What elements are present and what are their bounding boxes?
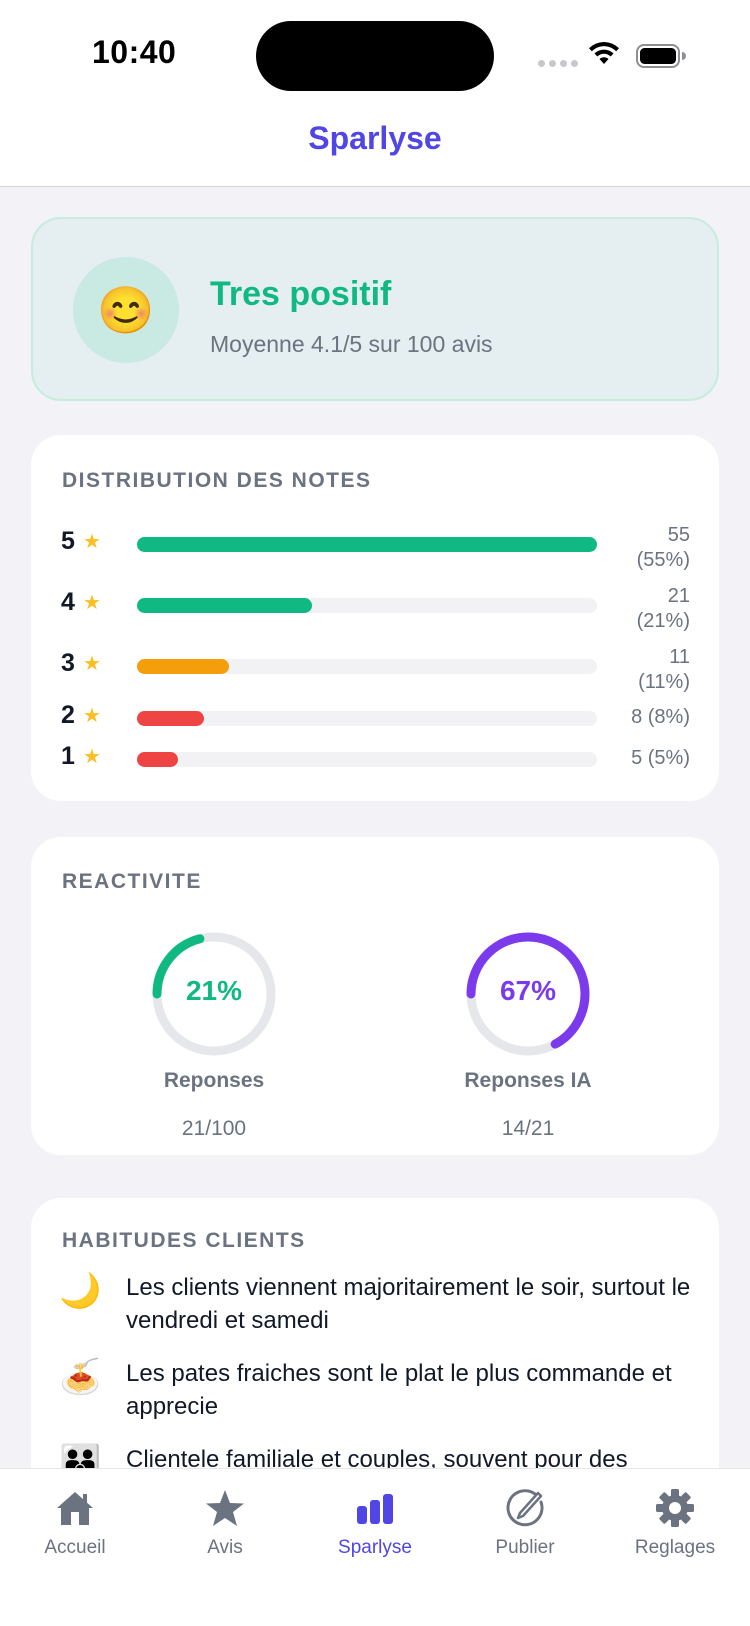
rating-value: 4 [61, 588, 75, 616]
rating-count-percent: (55%) [636, 549, 690, 571]
wifi-icon [589, 42, 619, 64]
rating-row-2: 2 ★ 8 (8%) [31, 697, 719, 737]
rating-count: 55 (55%) [600, 523, 690, 573]
star-icon: ★ [83, 653, 101, 675]
rating-bar-track [137, 752, 597, 767]
rating-count-number: 55 [667, 524, 690, 546]
signal-dots-icon [538, 60, 578, 67]
rating-count: 11 (11%) [600, 645, 690, 695]
rating-count-number: 11 [669, 646, 690, 668]
gear-icon [655, 1487, 695, 1529]
rating-bar-fill [137, 711, 204, 726]
rating-value: 3 [61, 649, 75, 677]
ai-responses-progress-ring [466, 932, 590, 1056]
rating-bar-track [137, 537, 597, 552]
tab-label: Avis [207, 1537, 243, 1558]
customer-habits-card: HABITUDES CLIENTS 🌙 Les clients viennent… [31, 1198, 719, 1468]
sentiment-emoji: 😊 [97, 283, 155, 336]
reactivity-card: REACTIVITE 21% Reponses 21/100 67% Repon… [31, 837, 719, 1155]
rating-count: 8 (8%) [631, 706, 690, 728]
responses-percent: 21% [185, 975, 243, 1006]
responses-progress-ring [152, 932, 276, 1056]
star-icon: ★ [83, 705, 101, 727]
home-icon [55, 1487, 95, 1529]
rating-distribution-card: DISTRIBUTION DES NOTES 5 ★ 55 (55%) 4 ★ … [31, 435, 719, 801]
star-icon: ★ [83, 592, 101, 614]
card-title: DISTRIBUTION DES NOTES [62, 469, 372, 492]
habit-text: Les clients viennent majoritairement le … [126, 1274, 691, 1334]
star-icon: ★ [83, 746, 101, 768]
family-icon: 👪 [59, 1444, 102, 1468]
rating-count: 5 (5%) [631, 747, 690, 769]
tab-label: Publier [495, 1537, 555, 1558]
ai-responses-count: 14/21 [501, 1117, 555, 1140]
rating-count-number: 21 [667, 585, 690, 607]
tab-label: Accueil [44, 1537, 106, 1558]
rating-bar-track [137, 711, 597, 726]
rating-count-percent: (11%) [638, 671, 690, 693]
battery-icon [636, 44, 686, 68]
star-icon [205, 1487, 245, 1529]
nav-header: Sparlyse [0, 100, 750, 187]
tab-accueil[interactable]: Accueil [0, 1469, 150, 1569]
rating-count: 21 (21%) [600, 584, 690, 634]
star-icon: ★ [83, 531, 101, 553]
spaghetti-icon: 🍝 [59, 1358, 102, 1396]
tab-label: Sparlyse [338, 1537, 412, 1558]
compose-icon [505, 1487, 545, 1529]
card-title: HABITUDES CLIENTS [62, 1229, 306, 1252]
rating-bar-track [137, 598, 597, 613]
responses-count: 21/100 [181, 1117, 247, 1140]
rating-bar-fill [137, 537, 597, 552]
responses-label: Reponses [163, 1069, 265, 1092]
status-time: 10:40 [92, 34, 177, 70]
rating-value: 5 [61, 527, 75, 555]
rating-bar-track [137, 659, 597, 674]
rating-bar-fill [137, 752, 179, 767]
rating-row-5: 5 ★ 55 (55%) [31, 523, 719, 571]
tab-sparlyse[interactable]: Sparlyse [300, 1469, 450, 1569]
tab-reglages[interactable]: Reglages [600, 1469, 750, 1569]
rating-value: 2 [61, 701, 75, 729]
rating-row-4: 4 ★ 21 (21%) [31, 584, 719, 632]
sentiment-title: Tres positif [210, 275, 392, 313]
ai-responses-label: Reponses IA [464, 1069, 592, 1092]
ai-responses-percent: 67% [499, 975, 557, 1006]
rating-bar-fill [137, 659, 229, 674]
rating-value: 1 [61, 742, 75, 770]
habit-text: Clientele familiale et couples, souvent … [126, 1446, 628, 1468]
bar-chart-icon [355, 1487, 395, 1529]
habit-text: Les pates fraiches sont le plat le plus … [126, 1360, 672, 1420]
tab-publier[interactable]: Publier [450, 1469, 600, 1569]
card-title: REACTIVITE [62, 870, 202, 893]
rating-row-3: 3 ★ 11 (11%) [31, 645, 719, 693]
smiling-face-icon: 😊 [73, 257, 179, 363]
rating-row-1: 1 ★ 5 (5%) [31, 738, 719, 778]
sentiment-subtitle: Moyenne 4.1/5 sur 100 avis [210, 331, 493, 357]
rating-count-percent: (21%) [636, 610, 690, 632]
page-title: Sparlyse [308, 119, 442, 156]
tab-avis[interactable]: Avis [150, 1469, 300, 1569]
scroll-content[interactable]: 😊 Tres positif Moyenne 4.1/5 sur 100 avi… [0, 188, 750, 1468]
sentiment-card: 😊 Tres positif Moyenne 4.1/5 sur 100 avi… [31, 217, 719, 401]
rating-bar-fill [137, 598, 312, 613]
tab-bar: Accueil Avis Sparlyse Publier [0, 1468, 750, 1626]
dynamic-island [256, 21, 494, 91]
crescent-moon-icon: 🌙 [59, 1272, 102, 1310]
status-bar: 10:40 [0, 0, 750, 100]
tab-label: Reglages [634, 1537, 716, 1558]
